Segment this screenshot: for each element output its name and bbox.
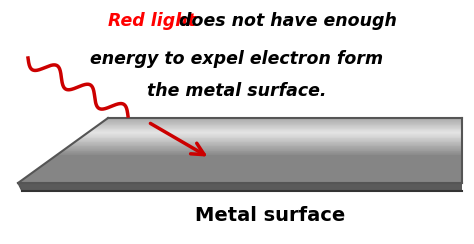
Polygon shape xyxy=(90,130,462,131)
Polygon shape xyxy=(36,169,462,170)
Polygon shape xyxy=(94,127,462,128)
Polygon shape xyxy=(22,179,462,180)
Polygon shape xyxy=(54,156,462,157)
Polygon shape xyxy=(48,160,462,161)
Polygon shape xyxy=(43,164,462,165)
Polygon shape xyxy=(30,173,462,174)
Polygon shape xyxy=(97,125,462,126)
Polygon shape xyxy=(101,122,462,123)
Polygon shape xyxy=(60,152,462,153)
Polygon shape xyxy=(79,138,462,139)
Text: the metal surface.: the metal surface. xyxy=(147,82,327,100)
Polygon shape xyxy=(25,177,462,178)
Polygon shape xyxy=(98,124,462,125)
Polygon shape xyxy=(61,151,462,152)
Polygon shape xyxy=(102,121,462,122)
Polygon shape xyxy=(71,144,462,145)
Polygon shape xyxy=(52,158,462,159)
Polygon shape xyxy=(56,154,462,155)
Polygon shape xyxy=(21,180,462,181)
Polygon shape xyxy=(89,131,462,132)
Polygon shape xyxy=(63,150,462,151)
Polygon shape xyxy=(33,172,462,173)
Polygon shape xyxy=(29,174,462,175)
Polygon shape xyxy=(46,162,462,163)
Polygon shape xyxy=(42,165,462,166)
Polygon shape xyxy=(40,166,462,167)
Polygon shape xyxy=(55,155,462,156)
Polygon shape xyxy=(107,118,462,119)
Polygon shape xyxy=(105,120,462,121)
Polygon shape xyxy=(64,149,462,150)
Polygon shape xyxy=(58,153,462,154)
Polygon shape xyxy=(19,181,462,182)
Polygon shape xyxy=(53,157,462,158)
Polygon shape xyxy=(47,161,462,162)
Polygon shape xyxy=(70,145,462,146)
Polygon shape xyxy=(84,134,462,135)
Polygon shape xyxy=(18,183,462,191)
Polygon shape xyxy=(34,171,462,172)
Polygon shape xyxy=(67,146,462,147)
Polygon shape xyxy=(44,163,462,164)
Polygon shape xyxy=(24,178,462,179)
Polygon shape xyxy=(65,148,462,149)
Polygon shape xyxy=(93,128,462,129)
Polygon shape xyxy=(106,119,462,120)
Polygon shape xyxy=(66,147,462,148)
Polygon shape xyxy=(39,167,462,168)
Polygon shape xyxy=(49,159,462,160)
Polygon shape xyxy=(26,176,462,177)
Polygon shape xyxy=(73,142,462,143)
Polygon shape xyxy=(75,141,462,142)
Text: Red light: Red light xyxy=(108,12,196,30)
Polygon shape xyxy=(85,133,462,134)
Polygon shape xyxy=(18,182,462,183)
Text: Metal surface: Metal surface xyxy=(195,206,345,225)
Polygon shape xyxy=(82,136,462,137)
Polygon shape xyxy=(81,137,462,138)
Polygon shape xyxy=(88,132,462,133)
Polygon shape xyxy=(76,140,462,141)
Polygon shape xyxy=(78,139,462,140)
Polygon shape xyxy=(28,175,462,176)
Polygon shape xyxy=(100,123,462,124)
Polygon shape xyxy=(96,126,462,127)
Polygon shape xyxy=(72,143,462,144)
Polygon shape xyxy=(91,129,462,130)
Polygon shape xyxy=(35,170,462,171)
Text: does not have enough: does not have enough xyxy=(173,12,397,30)
Polygon shape xyxy=(83,135,462,136)
Polygon shape xyxy=(37,168,462,169)
Text: energy to expel electron form: energy to expel electron form xyxy=(91,50,383,68)
